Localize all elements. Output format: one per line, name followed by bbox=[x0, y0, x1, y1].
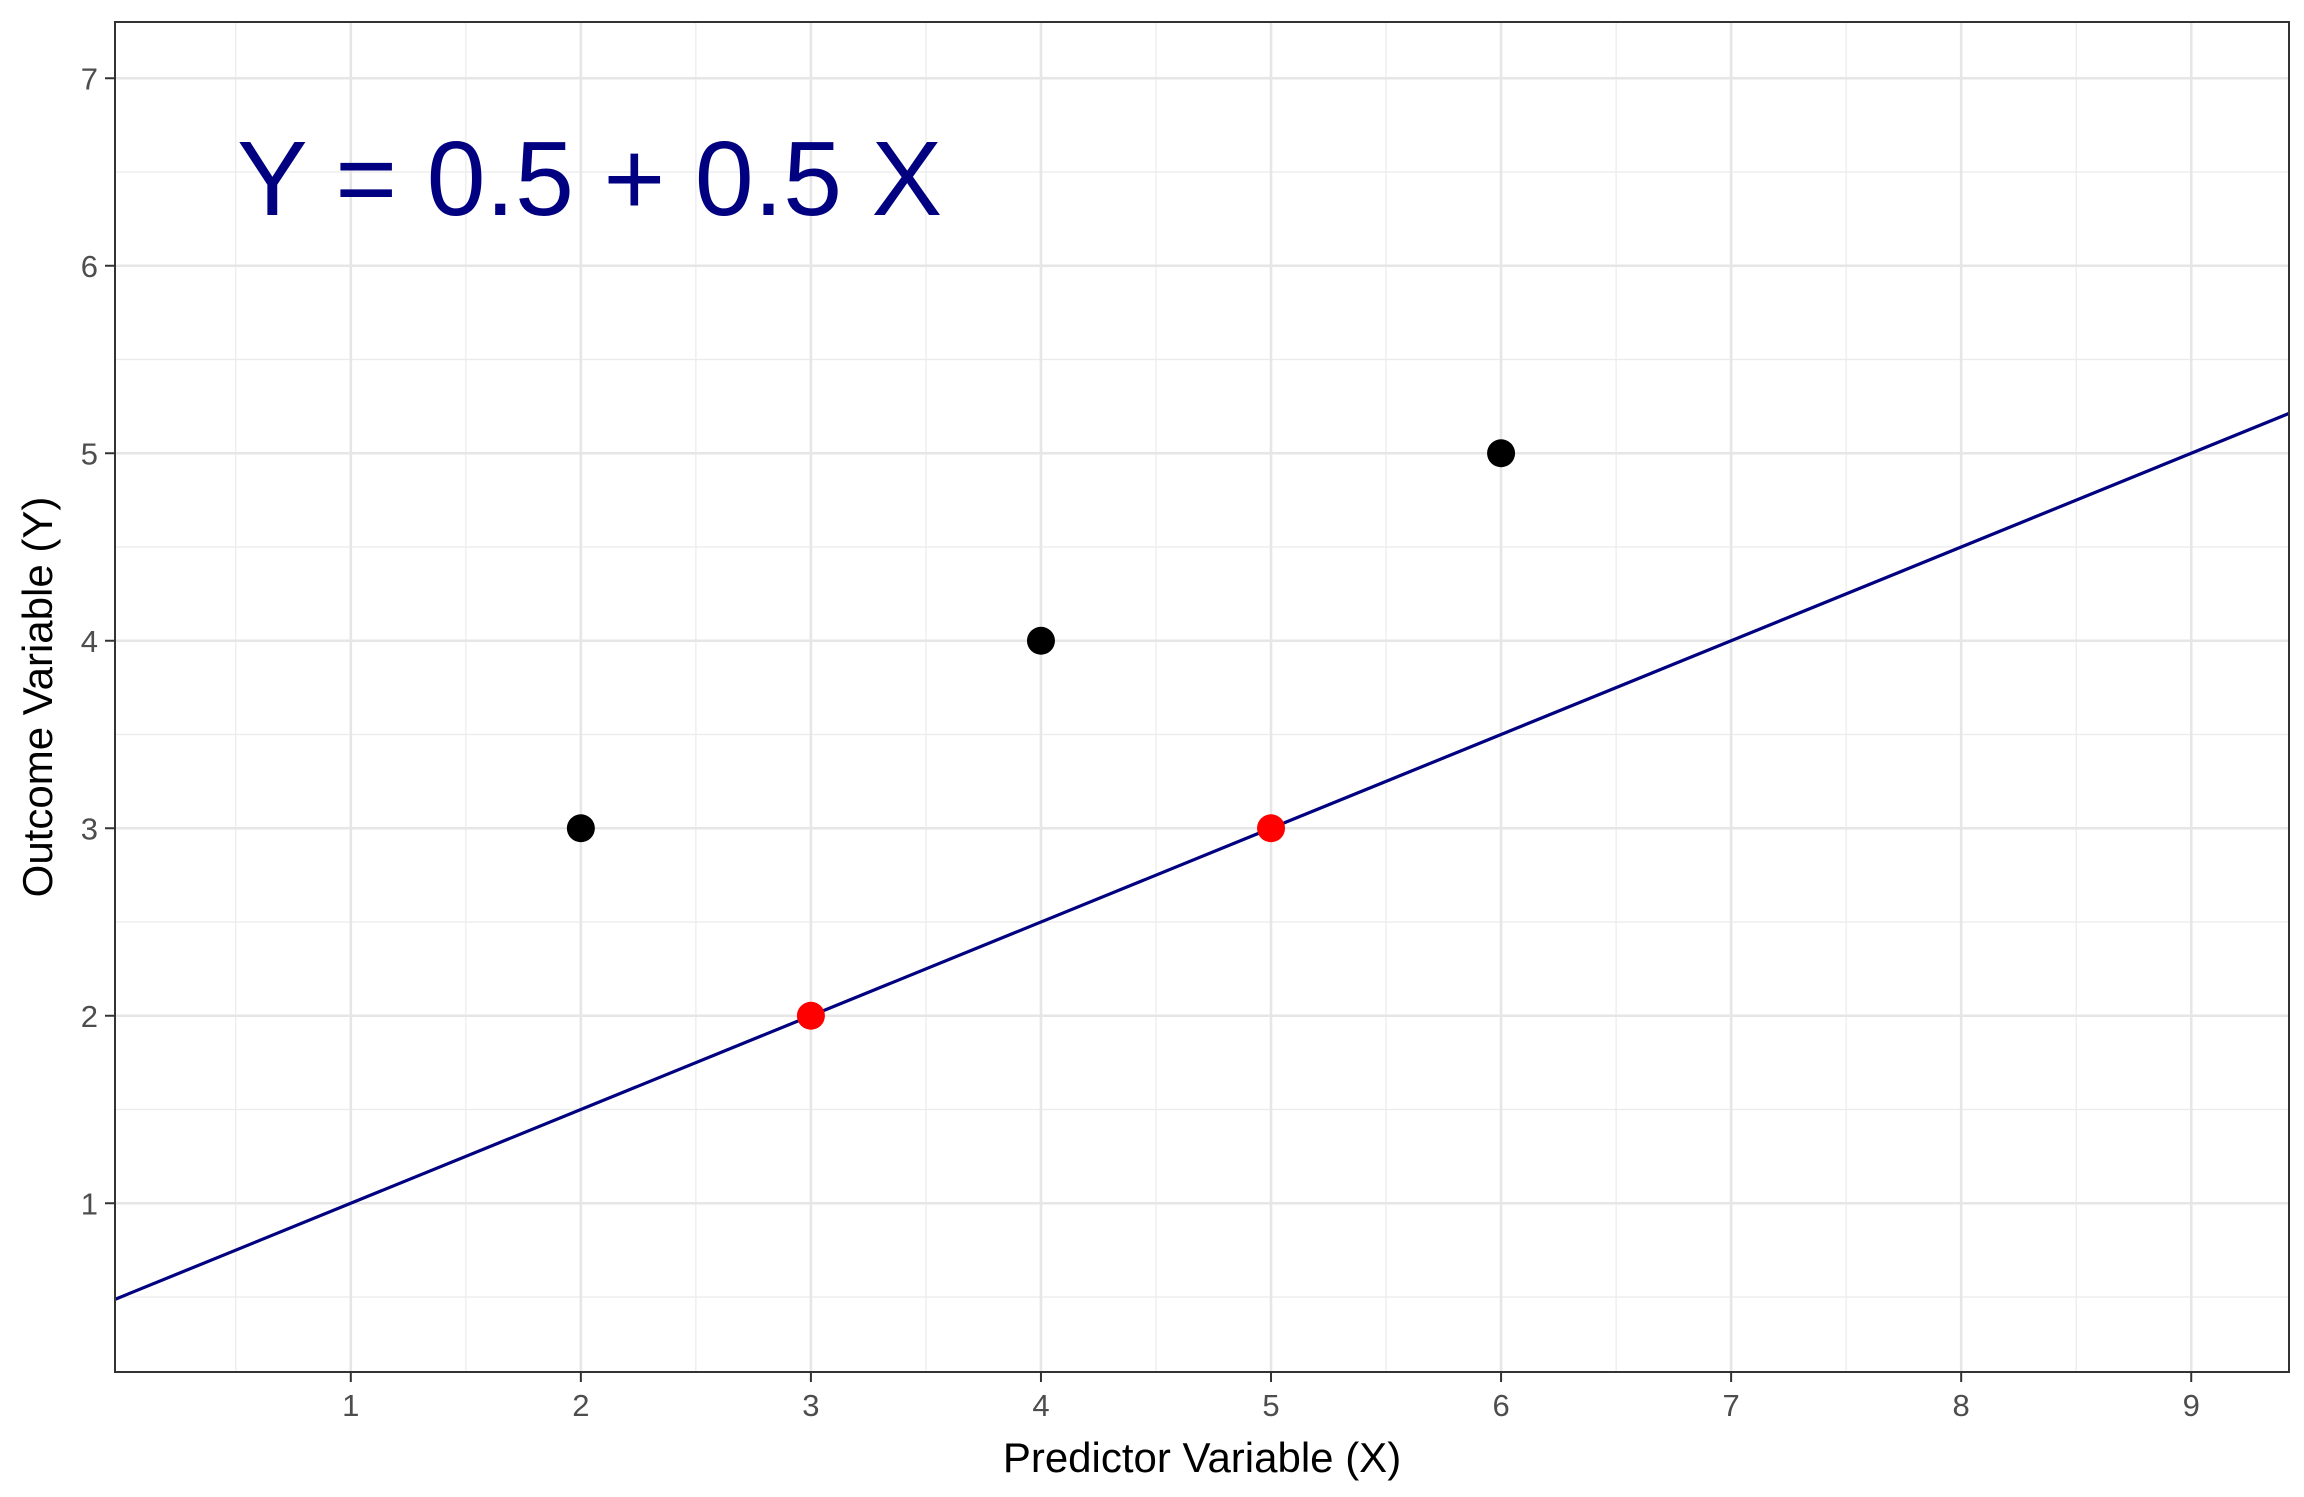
y-axis: 1 2 3 4 5 6 7 bbox=[81, 61, 115, 1221]
y-tick-label: 7 bbox=[81, 61, 98, 96]
y-tick-label: 3 bbox=[81, 811, 98, 846]
y-tick-label: 4 bbox=[81, 624, 98, 659]
y-tick-label: 5 bbox=[81, 436, 98, 471]
equation-annotation: Y = 0.5 + 0.5 X bbox=[237, 120, 942, 238]
data-point bbox=[796, 1001, 825, 1030]
regression-line-group bbox=[114, 411, 2290, 1301]
y-tick-label: 6 bbox=[81, 249, 98, 284]
x-tick-label: 9 bbox=[2183, 1388, 2200, 1423]
plot-border bbox=[114, 21, 2290, 1373]
plot-background bbox=[115, 22, 2289, 1372]
x-axis: 1 2 3 4 5 6 7 8 9 bbox=[342, 1372, 2200, 1423]
data-points bbox=[566, 439, 1516, 1030]
x-tick-label: 8 bbox=[1953, 1388, 1970, 1423]
grid-minor bbox=[115, 22, 2289, 1372]
data-point bbox=[566, 814, 595, 843]
regression-line bbox=[114, 411, 2290, 1301]
grid-major bbox=[115, 22, 2289, 1372]
x-tick-label: 7 bbox=[1722, 1388, 1739, 1423]
data-point bbox=[1026, 626, 1055, 655]
x-tick-label: 4 bbox=[1032, 1388, 1049, 1423]
x-tick-label: 2 bbox=[572, 1388, 589, 1423]
x-tick-label: 5 bbox=[1262, 1388, 1279, 1423]
data-point bbox=[1487, 439, 1516, 468]
y-tick-label: 2 bbox=[81, 999, 98, 1034]
x-tick-label: 1 bbox=[342, 1388, 359, 1423]
x-axis-title: Predictor Variable (X) bbox=[1003, 1434, 1401, 1481]
y-axis-title: Outcome Variable (Y) bbox=[14, 497, 61, 898]
x-tick-label: 3 bbox=[802, 1388, 819, 1423]
data-point bbox=[1257, 814, 1286, 843]
y-tick-label: 1 bbox=[81, 1186, 98, 1221]
x-tick-label: 6 bbox=[1492, 1388, 1509, 1423]
